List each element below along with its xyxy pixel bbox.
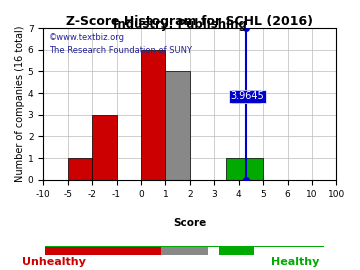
Bar bbox=[92, 115, 117, 180]
X-axis label: Score: Score bbox=[173, 218, 206, 228]
Bar bbox=[226, 158, 263, 180]
Title: Z-Score Histogram for SCHL (2016): Z-Score Histogram for SCHL (2016) bbox=[66, 15, 313, 28]
Text: 3.9645: 3.9645 bbox=[230, 91, 264, 101]
Text: The Research Foundation of SUNY: The Research Foundation of SUNY bbox=[49, 46, 192, 55]
Bar bbox=[165, 71, 190, 180]
Text: Unhealthy: Unhealthy bbox=[22, 256, 86, 266]
Text: Healthy: Healthy bbox=[271, 256, 319, 266]
Bar bbox=[68, 158, 92, 180]
Bar bbox=[141, 50, 165, 180]
Text: Industry: Publishing: Industry: Publishing bbox=[113, 18, 247, 31]
Y-axis label: Number of companies (16 total): Number of companies (16 total) bbox=[15, 26, 25, 182]
Text: ©www.textbiz.org: ©www.textbiz.org bbox=[49, 33, 125, 42]
